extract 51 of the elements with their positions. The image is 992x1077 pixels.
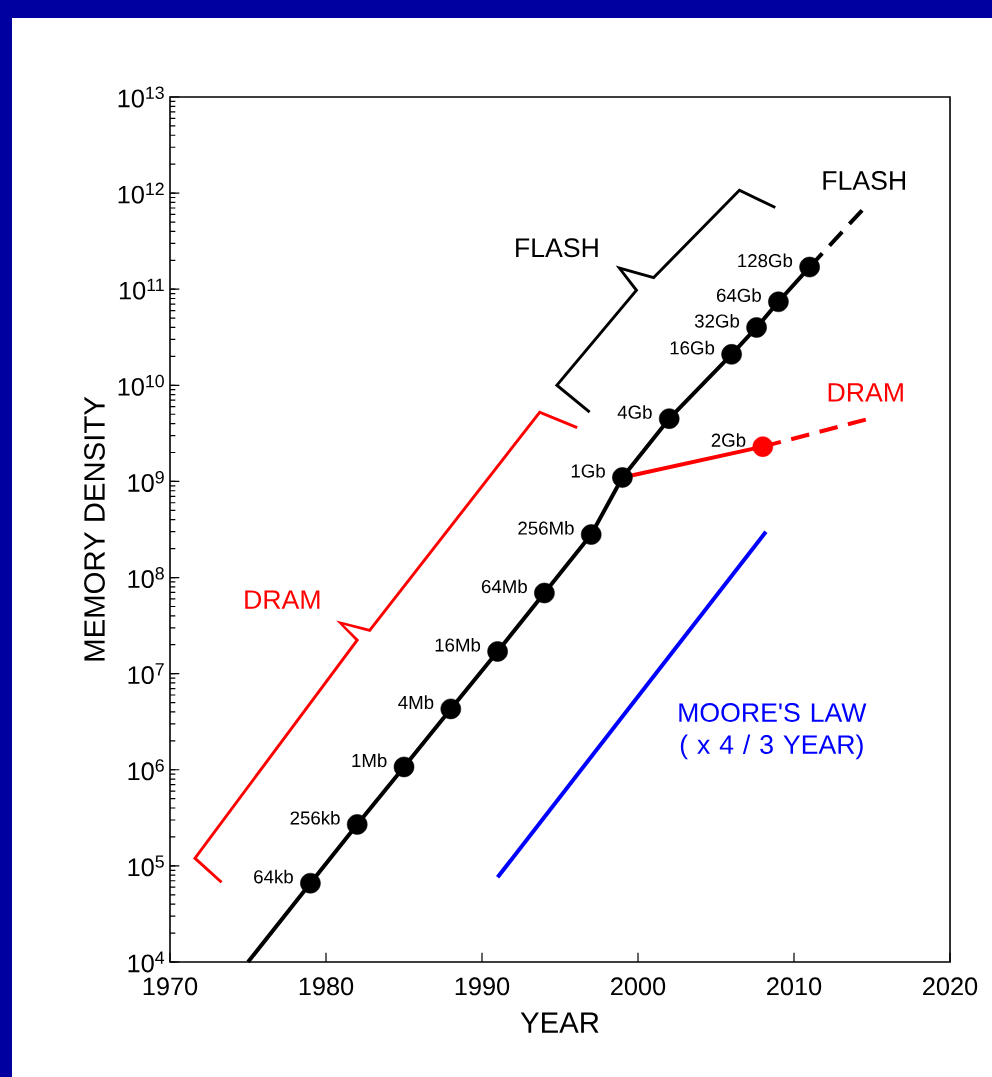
annotation: DRAM	[245, 590, 320, 609]
point	[580, 524, 602, 545]
annotation: 64Mb	[481, 579, 527, 594]
y-axis-title: MEMORY DENSITY	[84, 396, 105, 661]
annotation: 32Gb	[694, 313, 740, 328]
point	[658, 408, 680, 429]
annotation: 16Gb	[670, 340, 715, 355]
y-tick-label: 10$^{10}$	[118, 374, 164, 396]
point	[721, 344, 742, 365]
y-tick-label: 10$^{7}$	[128, 663, 164, 685]
series-label: FLASH	[823, 171, 906, 190]
x-tick-label: 1970	[143, 977, 198, 996]
annotation: 4Mb	[398, 695, 434, 710]
x-tick-label: 1980	[299, 977, 354, 996]
annotation: 1Gb	[571, 463, 605, 478]
annotation: 128Gb	[738, 253, 793, 268]
annotation: 2Gb	[711, 433, 746, 447]
y-tick-label: 10$^{5}$	[128, 855, 164, 877]
annotation: 64Gb	[716, 288, 761, 302]
x-tick-label: 2010	[767, 977, 822, 996]
y-tick-label: 10$^{8}$	[128, 567, 164, 589]
annotation: 256Mb	[518, 521, 574, 535]
series-label: MOORE'S LAW ( x 4 / 3 YEAR)	[679, 703, 867, 760]
x-axis-title: YEAR	[520, 1012, 599, 1033]
point	[300, 872, 321, 894]
annotation: 1Mb	[352, 753, 387, 768]
y-tick-label: 10$^{13}$	[118, 86, 164, 108]
y-tick-label: 10$^{9}$	[128, 470, 164, 492]
point	[534, 582, 555, 604]
y-tick-label: 10$^{4}$	[128, 951, 165, 973]
y-tick-label: 10$^{12}$	[118, 182, 164, 204]
annotation: FLASH	[516, 238, 598, 258]
point	[799, 256, 820, 278]
point	[768, 291, 789, 313]
point	[752, 436, 774, 457]
annotation: 4Gb	[617, 405, 652, 419]
y-tick-label: 10$^{6}$	[128, 759, 164, 781]
series-label: DRAM	[828, 383, 903, 402]
annotation: 16Mb	[435, 637, 481, 652]
point	[393, 756, 415, 778]
point	[746, 317, 767, 338]
annotation: 256kb	[290, 810, 340, 825]
point	[346, 814, 368, 835]
x-tick-label: 1990	[455, 977, 510, 996]
point	[612, 467, 633, 488]
point	[487, 641, 508, 662]
x-tick-label: 2000	[611, 977, 666, 996]
x-tick-label: 2020	[923, 977, 978, 996]
annotation: 64kb	[254, 869, 293, 884]
point	[440, 698, 462, 720]
y-tick-label: 10$^{11}$	[119, 278, 164, 300]
